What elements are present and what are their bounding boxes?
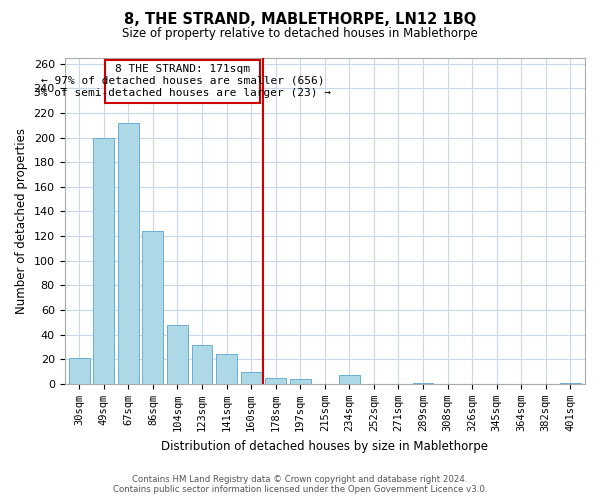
FancyBboxPatch shape <box>105 60 260 103</box>
Y-axis label: Number of detached properties: Number of detached properties <box>15 128 28 314</box>
Bar <box>241 372 262 384</box>
Bar <box>560 382 581 384</box>
Text: 8 THE STRAND: 171sqm: 8 THE STRAND: 171sqm <box>115 64 250 74</box>
Bar <box>191 344 212 384</box>
Bar <box>94 138 114 384</box>
Text: 8, THE STRAND, MABLETHORPE, LN12 1BQ: 8, THE STRAND, MABLETHORPE, LN12 1BQ <box>124 12 476 28</box>
Bar <box>265 378 286 384</box>
Text: ← 97% of detached houses are smaller (656): ← 97% of detached houses are smaller (65… <box>41 76 324 86</box>
Bar <box>216 354 237 384</box>
X-axis label: Distribution of detached houses by size in Mablethorpe: Distribution of detached houses by size … <box>161 440 488 452</box>
Text: Contains HM Land Registry data © Crown copyright and database right 2024.
Contai: Contains HM Land Registry data © Crown c… <box>113 474 487 494</box>
Bar <box>413 382 433 384</box>
Text: 3% of semi-detached houses are larger (23) →: 3% of semi-detached houses are larger (2… <box>34 88 331 99</box>
Text: Size of property relative to detached houses in Mablethorpe: Size of property relative to detached ho… <box>122 28 478 40</box>
Bar <box>339 376 360 384</box>
Bar <box>142 231 163 384</box>
Bar <box>290 379 311 384</box>
Bar <box>167 325 188 384</box>
Bar <box>69 358 89 384</box>
Bar <box>118 123 139 384</box>
